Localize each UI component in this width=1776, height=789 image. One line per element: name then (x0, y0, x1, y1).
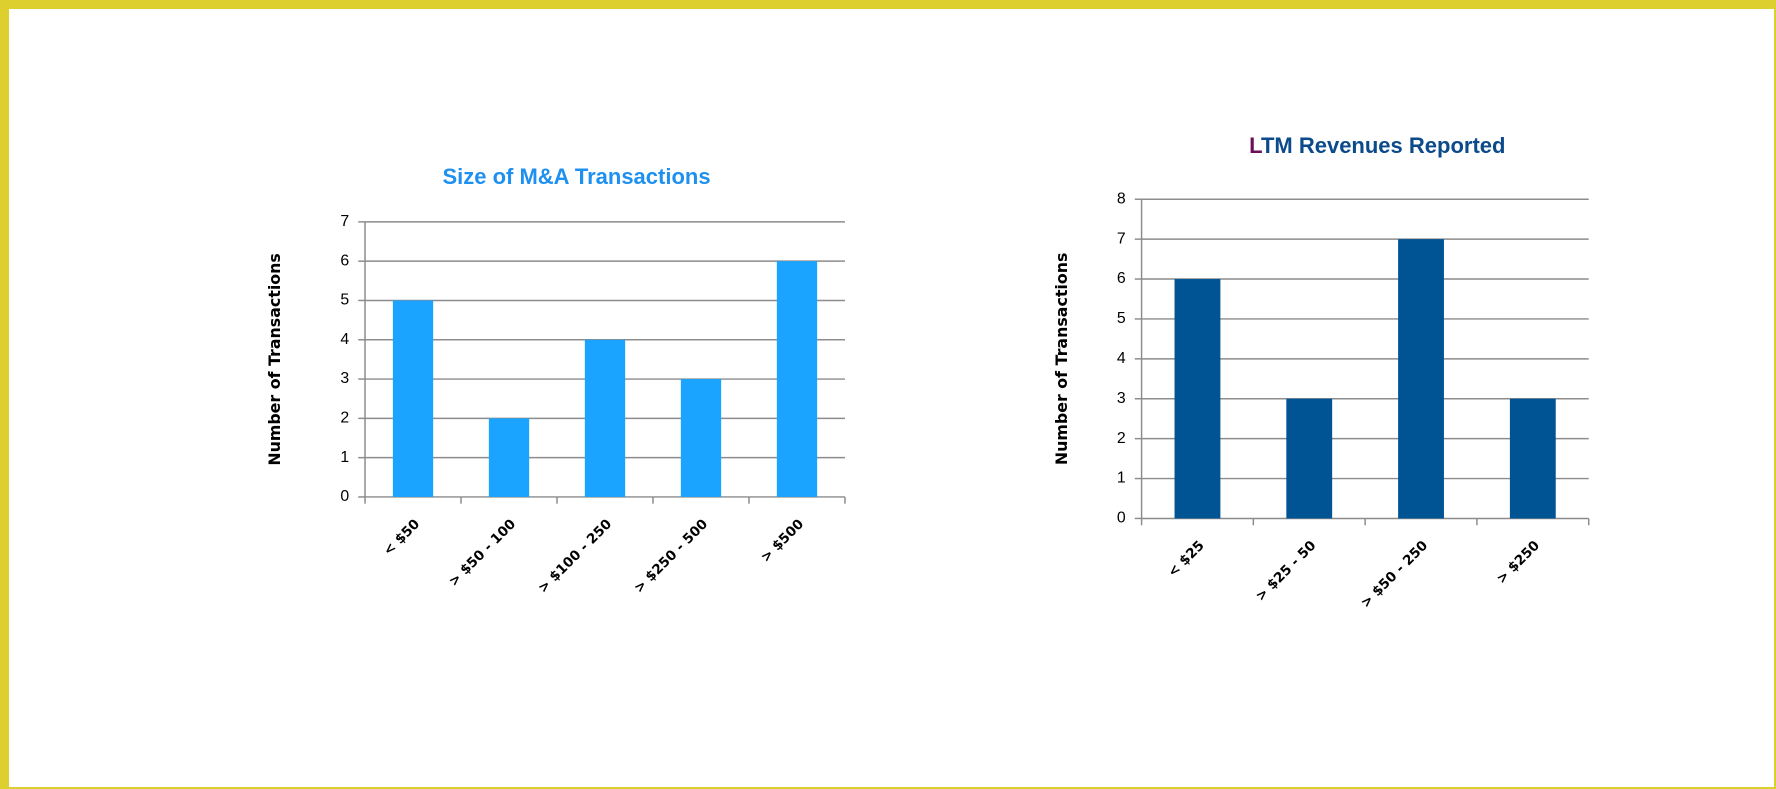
y-tick-label: 0 (1117, 510, 1126, 527)
x-tick-label: > $50 - 250 (1358, 538, 1431, 611)
y-tick-label: 1 (1117, 470, 1126, 487)
y-axis-label: Number of Transactions (1052, 253, 1071, 466)
bar (488, 418, 530, 497)
bar (776, 261, 818, 497)
x-tick-label: > $100 - 250 (535, 516, 615, 596)
chart-title: LTM Revenues Reported (1249, 133, 1506, 159)
x-tick-label: > $250 (1494, 538, 1543, 587)
chart-title: Size of M&A Transactions (442, 163, 711, 189)
y-tick-label: 6 (340, 252, 349, 269)
y-tick-label: 5 (340, 292, 349, 309)
x-tick-label: > $25 - 50 (1253, 538, 1320, 605)
bar (680, 379, 722, 497)
bar (1174, 279, 1221, 519)
x-tick-label: > $50 - 100 (446, 516, 519, 589)
x-tick-label: < $25 (1165, 538, 1208, 581)
y-tick-label: 3 (1117, 390, 1126, 407)
bar (392, 300, 434, 497)
x-tick-label: > $250 - 500 (631, 516, 711, 596)
y-tick-label: 4 (340, 331, 349, 348)
x-tick-label: < $50 (380, 516, 423, 559)
y-tick-label: 8 (1117, 190, 1126, 207)
bar (1286, 398, 1333, 519)
y-tick-label: 7 (1117, 230, 1126, 247)
y-axis-label: Number of Transactions (265, 253, 284, 466)
y-tick-label: 5 (1117, 310, 1126, 327)
bar (584, 339, 626, 497)
y-tick-label: 7 (340, 213, 349, 230)
y-tick-label: 3 (340, 370, 349, 387)
y-tick-label: 2 (1117, 430, 1126, 447)
y-tick-label: 1 (340, 449, 349, 466)
y-tick-label: 2 (340, 410, 349, 427)
y-tick-label: 6 (1117, 270, 1126, 287)
bar (1509, 398, 1556, 519)
x-tick-label: > $500 (758, 516, 807, 565)
bar (1398, 239, 1444, 519)
y-tick-label: 4 (1117, 350, 1126, 367)
y-tick-label: 0 (340, 488, 349, 505)
